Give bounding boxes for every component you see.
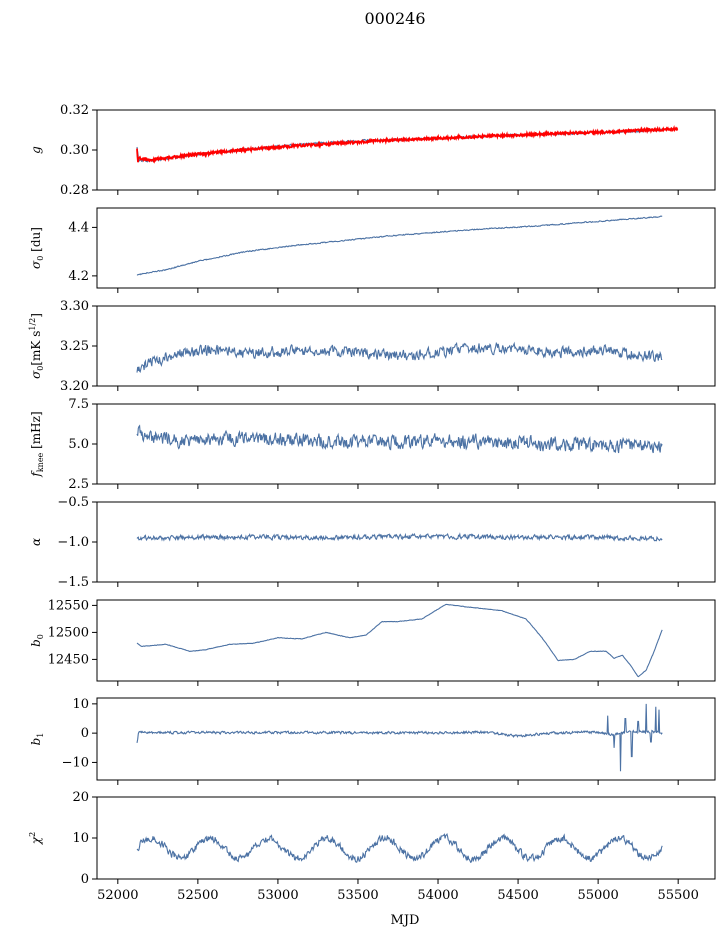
- panel-sigma_mk: 3.20 3.25 3.30 σ0[mK s1/2]: [28, 299, 716, 394]
- panel-sigma_du: 4.2 4.4 σ0 [du]: [29, 207, 716, 293]
- y-tick-label-alpha: −1.5: [57, 575, 89, 590]
- y-tick-label-g: 0.30: [60, 143, 89, 158]
- y-axis-label-b1: b1: [29, 733, 45, 746]
- axes-frame-b0: [96, 599, 716, 682]
- panel-b0: 12450 12500 12550 b0: [29, 598, 716, 686]
- y-axis-label-chi2: χ2: [28, 832, 43, 845]
- y-tick-label-chi2: 20: [72, 790, 89, 805]
- y-tick-label-fknee: 5.0: [68, 437, 89, 452]
- y-tick-label-b1: 0: [81, 726, 89, 741]
- series-line-chi2: [136, 832, 663, 864]
- y-axis-label-fknee: fknee [mHz]: [29, 411, 45, 477]
- y-tick-label-b0: 12500: [48, 625, 89, 640]
- series-line-sigma_mk: [136, 341, 663, 373]
- fit-line-g: [136, 125, 679, 164]
- panel-g: 0.28 0.30 0.32 g: [29, 103, 716, 198]
- x-tick-label: 54500: [497, 888, 538, 903]
- y-tick-label-g: 0.28: [60, 183, 89, 198]
- y-tick-label-chi2: 0: [81, 872, 89, 887]
- y-tick-label-fknee: 7.5: [68, 397, 89, 412]
- x-tick-label: 55000: [577, 888, 618, 903]
- axes-frame-b1: [96, 697, 716, 781]
- panel-chi2: 0 10 20 χ2: [28, 790, 716, 887]
- y-tick-label-sigma_du: 4.4: [68, 220, 89, 235]
- y-axis-label-sigma_du: σ0 [du]: [29, 227, 45, 269]
- y-tick-label-alpha: −1.0: [57, 535, 89, 550]
- y-tick-label-sigma_mk: 3.25: [60, 339, 89, 354]
- y-axis-label-g: g: [29, 146, 43, 154]
- y-tick-label-alpha: −0.5: [57, 495, 89, 510]
- x-tick-label: 52000: [97, 888, 138, 903]
- figure-title: 000246: [364, 9, 425, 28]
- panel-fknee: 2.5 5.0 7.5 fknee [mHz]: [29, 397, 716, 492]
- y-tick-label-b1: −10: [62, 755, 89, 770]
- y-tick-label-sigma_du: 4.2: [68, 269, 89, 284]
- y-tick-label-b0: 12550: [48, 598, 89, 613]
- y-axis-label-b0: b0: [29, 634, 45, 647]
- y-axis-label-alpha: α: [29, 538, 43, 546]
- axes-frame-sigma_du: [96, 207, 716, 289]
- series-line-b0: [136, 603, 663, 678]
- panel-b1: −10 0 10 b1: [29, 697, 716, 785]
- y-tick-label-b1: 10: [72, 697, 89, 712]
- x-axis-label: MJD: [391, 913, 420, 928]
- y-tick-label-fknee: 2.5: [68, 477, 89, 492]
- y-tick-label-g: 0.32: [60, 103, 89, 118]
- y-tick-label-sigma_mk: 3.30: [60, 299, 89, 314]
- series-line-alpha: [136, 532, 663, 542]
- x-tick-label: 52500: [177, 888, 218, 903]
- y-tick-label-sigma_mk: 3.20: [60, 379, 89, 394]
- x-tick-label: 54000: [417, 888, 458, 903]
- series-line-b1: [136, 703, 663, 772]
- x-tick-label: 53000: [257, 888, 298, 903]
- x-tick-label: 53500: [337, 888, 378, 903]
- panel-alpha: −1.5 −1.0 −0.5 α: [29, 495, 716, 590]
- series-line-sigma_du: [136, 215, 663, 276]
- series-line-fknee: [136, 424, 663, 454]
- y-axis-label-sigma_mk: σ0[mK s1/2]: [28, 313, 45, 379]
- y-tick-label-b0: 12450: [48, 652, 89, 667]
- y-tick-label-chi2: 10: [72, 831, 89, 846]
- x-tick-label: 55500: [657, 888, 698, 903]
